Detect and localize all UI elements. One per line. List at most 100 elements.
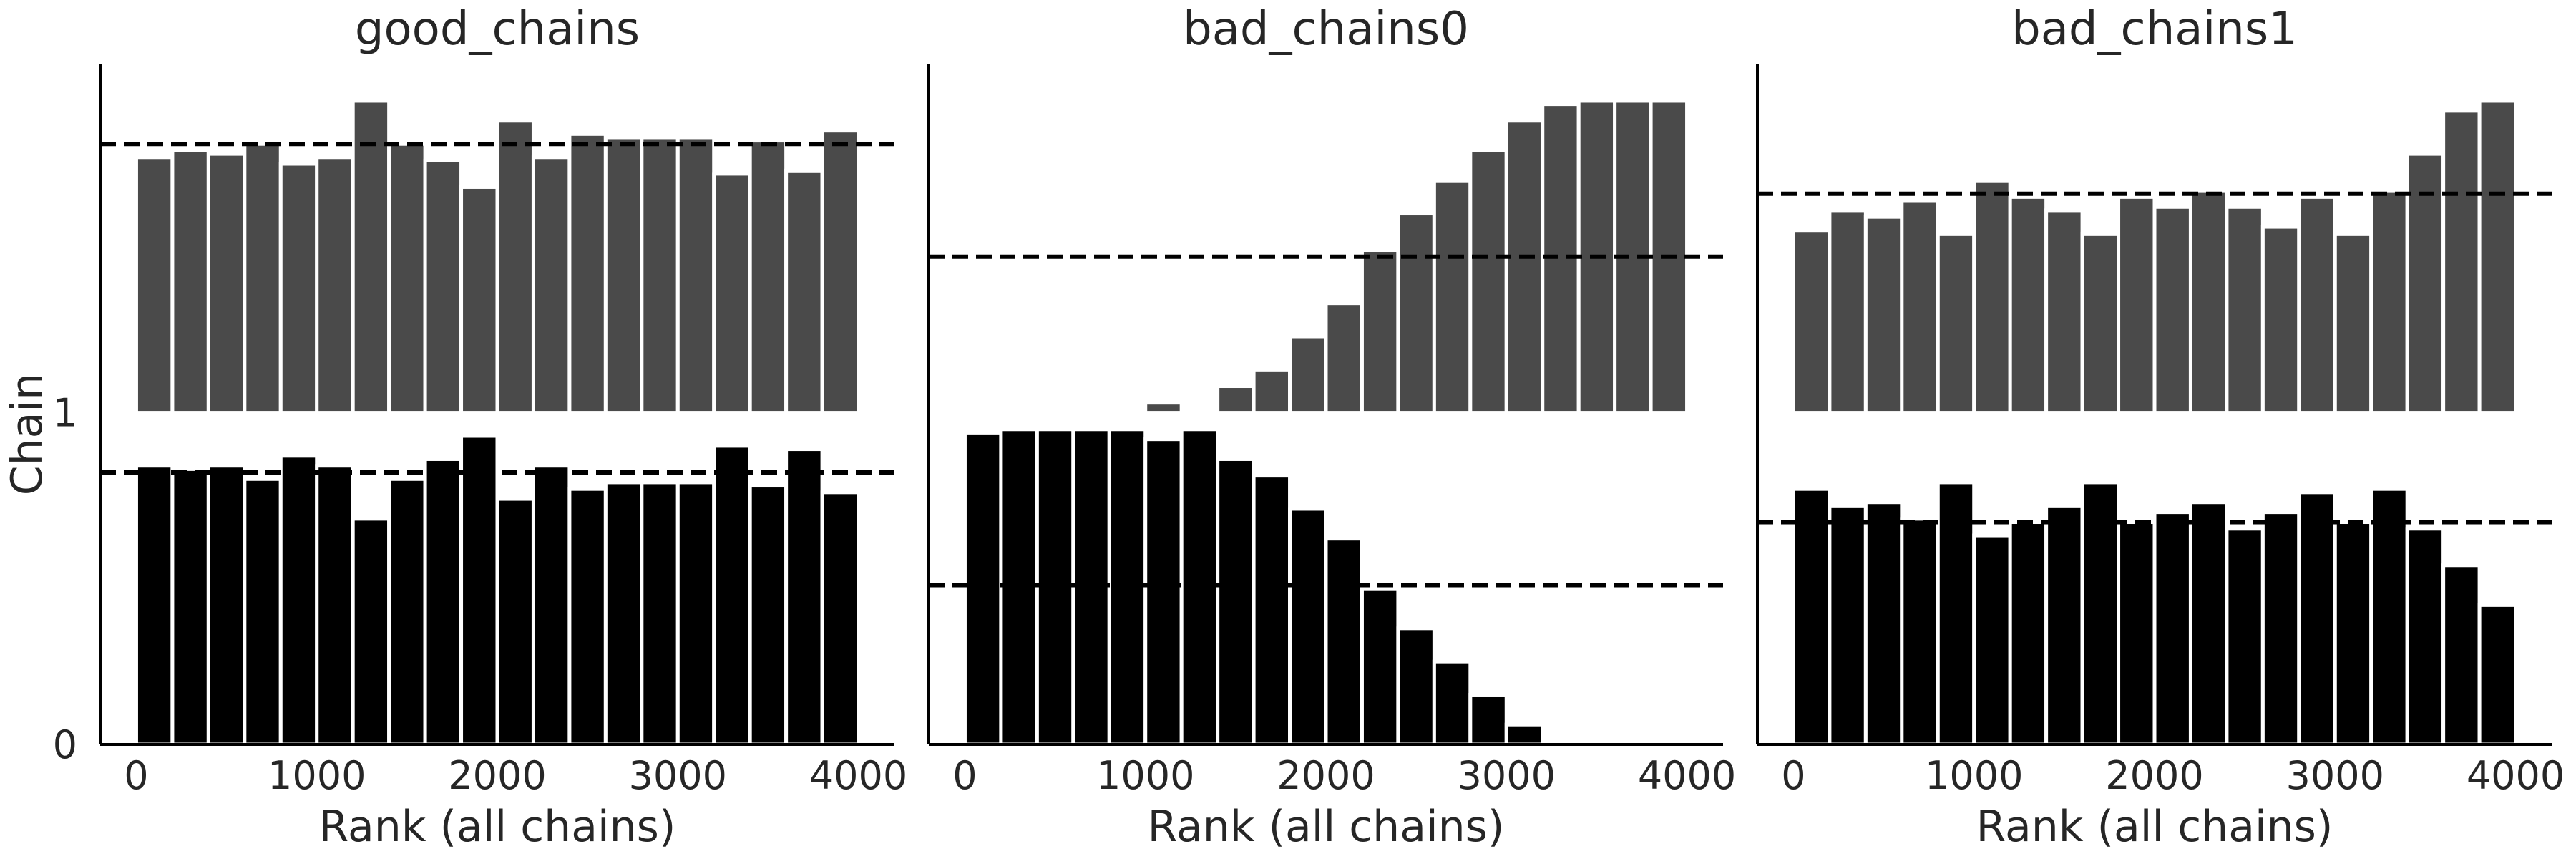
bar-chain0-bin13	[2260, 510, 2301, 747]
bar-chain0-bin12	[2225, 527, 2265, 747]
bar-chain1-bin17	[748, 139, 789, 415]
bar-chain0-bin16	[712, 444, 752, 747]
bar-chain1-bin10	[2152, 205, 2192, 415]
bar-chain1-bin18	[784, 168, 824, 415]
bar-chain1-bin0	[134, 155, 175, 415]
bar-chain1-bin0	[1791, 228, 1832, 415]
bar-chain1-bin5	[315, 155, 355, 415]
x-tick-label: 4000	[809, 753, 907, 798]
panel-title: bad_chains1	[2011, 3, 2298, 56]
bar-chain0-bin7	[1216, 457, 1256, 747]
bar-chain1-bin7	[387, 142, 427, 415]
bar-chain1-bin15	[2333, 231, 2373, 415]
bar-chain0-bin14	[2297, 490, 2337, 747]
bar-chain0-bin3	[1900, 517, 1940, 747]
bar-chain1-bin13	[2260, 225, 2301, 415]
bar-chain0-bin6	[351, 517, 391, 747]
bar-chain1-bin9	[2117, 195, 2157, 415]
bar-chain0-bin2	[206, 464, 247, 747]
bar-chain1-bin8	[423, 158, 464, 415]
bar-chain0-bin11	[2188, 500, 2229, 747]
bar-chain1-bin15	[1504, 119, 1545, 415]
bar-chain0-bin12	[1396, 626, 1436, 747]
x-tick-label: 0	[952, 753, 977, 798]
y-axis-label: Chain	[2, 373, 52, 495]
bar-chain0-bin3	[243, 477, 283, 747]
bar-chain0-bin11	[531, 464, 572, 747]
bar-chain1-bin13	[603, 135, 644, 415]
x-tick-label: 0	[124, 753, 148, 798]
x-axis-label: Rank (all chains)	[1976, 802, 2333, 852]
bar-chain1-bin11	[2188, 188, 2229, 415]
bar-chain1-bin5	[1143, 401, 1184, 415]
bar-chain1-bin9	[459, 185, 499, 415]
bar-chain0-bin13	[603, 480, 644, 747]
bar-chain1-bin10	[1324, 301, 1364, 415]
bar-chain0-bin5	[315, 464, 355, 747]
bar-chain0-bin4	[1936, 480, 1976, 747]
panel-good_chains: 0 1000 2000 3000 4000 good_chains Rank (all ch…	[2, 3, 907, 852]
bar-chain1-bin19	[820, 129, 861, 415]
bar-chain0-bin15	[2333, 520, 2373, 747]
bar-chain1-bin4	[1936, 231, 1976, 415]
bar-chain1-bin17	[2405, 152, 2446, 415]
bar-chain0-bin17	[748, 484, 789, 747]
bar-chain0-bin5	[1143, 437, 1184, 747]
bar-chain0-bin4	[278, 454, 319, 747]
bar-chain1-bin2	[206, 152, 247, 415]
bar-chain1-bin1	[170, 148, 210, 415]
bar-chain0-bin10	[495, 497, 535, 747]
bar-chain0-bin8	[1252, 474, 1292, 747]
bar-chain1-bin1	[1828, 208, 1868, 415]
bar-chain0-bin14	[1468, 692, 1508, 747]
bar-chain0-bin19	[820, 490, 861, 747]
bar-chain0-bin13	[1432, 659, 1473, 747]
bar-chain0-bin0	[1791, 487, 1832, 747]
bar-chain0-bin18	[784, 447, 824, 747]
x-tick-label: 4000	[2467, 753, 2565, 798]
bar-chain0-bin9	[1288, 507, 1328, 747]
x-tick-label: 2000	[448, 753, 546, 798]
bar-chain1-bin12	[1396, 212, 1436, 415]
bar-chain1-bin18	[2441, 109, 2482, 415]
bar-chain1-bin14	[640, 135, 680, 415]
x-axis-label: Rank (all chains)	[319, 802, 676, 852]
bar-chain0-bin2	[1863, 500, 1904, 747]
bar-chain1-bin6	[2008, 195, 2049, 415]
bar-chain0-bin7	[387, 477, 427, 747]
bar-chain0-bin1	[1828, 503, 1868, 747]
bar-chain1-bin2	[1863, 215, 1904, 415]
panel-bad_chains0: 0 1000 2000 3000 4000 bad_chains0 Rank (all ch…	[927, 3, 1736, 852]
bar-chain1-bin11	[531, 155, 572, 415]
x-tick-label: 3000	[2286, 753, 2384, 798]
x-tick-label: 3000	[1458, 753, 1556, 798]
bar-chain1-bin4	[278, 162, 319, 415]
bar-chain0-bin1	[170, 467, 210, 747]
bar-chain0-bin6	[2008, 520, 2049, 747]
x-tick-label: 2000	[1277, 753, 1375, 798]
bar-chain0-bin15	[1504, 722, 1545, 747]
bar-chain1-bin6	[351, 99, 391, 415]
bar-chain0-bin8	[423, 457, 464, 747]
bar-chain0-bin10	[1324, 537, 1364, 747]
bar-chain1-bin8	[1252, 367, 1292, 415]
x-tick-label: 4000	[1638, 753, 1736, 798]
bar-chain1-bin3	[243, 142, 283, 415]
bar-chain1-bin3	[1900, 198, 1940, 415]
panel-bad_chains1: 0 1000 2000 3000 4000 bad_chains1 Rank (all ch…	[1756, 3, 2565, 852]
bar-chain0-bin18	[2441, 563, 2482, 747]
bar-chain1-bin8	[2080, 231, 2121, 415]
panel-title: good_chains	[355, 3, 640, 56]
x-tick-label: 1000	[268, 753, 366, 798]
panel-title: bad_chains0	[1183, 3, 1469, 56]
x-axis-label: Rank (all chains)	[1148, 802, 1505, 852]
bar-chain0-bin16	[2369, 487, 2409, 747]
bar-chain1-bin14	[2297, 195, 2337, 415]
x-tick-label: 1000	[1925, 753, 2023, 798]
x-tick-label: 0	[1781, 753, 1805, 798]
bar-chain0-bin0	[134, 464, 175, 747]
bar-chain0-bin11	[1360, 586, 1400, 747]
bar-chain0-bin9	[2117, 520, 2157, 747]
bar-chain0-bin14	[640, 480, 680, 747]
